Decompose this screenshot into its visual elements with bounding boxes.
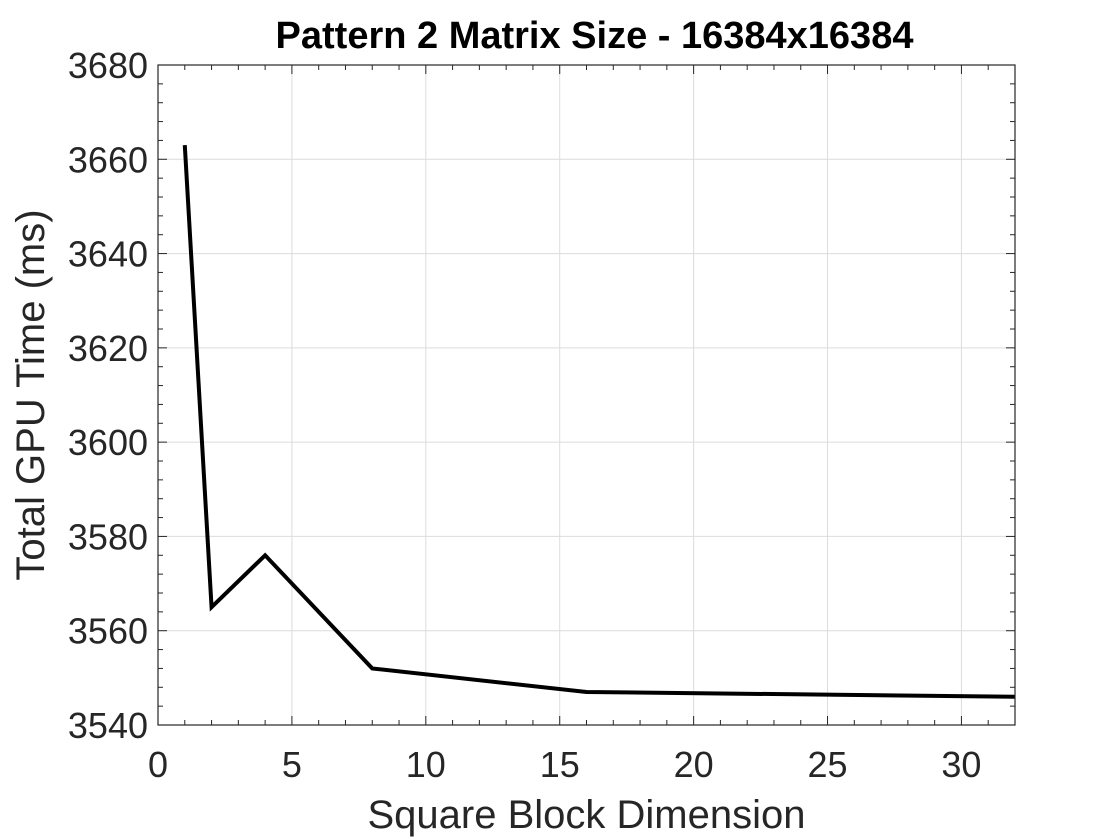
minor-ticks bbox=[158, 65, 1016, 725]
y-tick-label: 3680 bbox=[68, 45, 148, 86]
x-tick-label: 25 bbox=[808, 744, 848, 785]
x-tick-labels: 0 5 10 15 20 25 30 bbox=[148, 744, 981, 785]
major-ticks bbox=[157, 64, 1015, 726]
x-tick-label: 30 bbox=[941, 744, 981, 785]
y-tick-label: 3660 bbox=[68, 139, 148, 180]
y-tick-label: 3540 bbox=[68, 705, 148, 746]
series-line-0 bbox=[182, 145, 1016, 699]
x-tick-label: 15 bbox=[540, 744, 580, 785]
x-tick-label: 5 bbox=[282, 744, 302, 785]
y-axis-label: Total GPU Time (ms) bbox=[9, 209, 53, 580]
y-tick-label: 3580 bbox=[68, 516, 148, 557]
y-tick-label: 3560 bbox=[68, 611, 148, 652]
series-layer bbox=[182, 145, 1016, 699]
x-tick-label: 10 bbox=[406, 744, 446, 785]
plot-frame bbox=[157, 64, 1016, 726]
y-tick-label: 3620 bbox=[68, 328, 148, 369]
x-tick-label: 20 bbox=[674, 744, 714, 785]
x-axis-label: Square Block Dimension bbox=[368, 793, 806, 837]
chart-title: Pattern 2 Matrix Size - 16384x16384 bbox=[276, 15, 914, 57]
x-tick-label: 0 bbox=[148, 744, 168, 785]
y-tick-label: 3600 bbox=[68, 422, 148, 463]
y-tick-labels: 3540 3560 3580 3600 3620 3640 3660 3680 bbox=[68, 45, 148, 746]
y-tick-label: 3640 bbox=[68, 234, 148, 275]
grid-lines bbox=[157, 64, 1015, 726]
